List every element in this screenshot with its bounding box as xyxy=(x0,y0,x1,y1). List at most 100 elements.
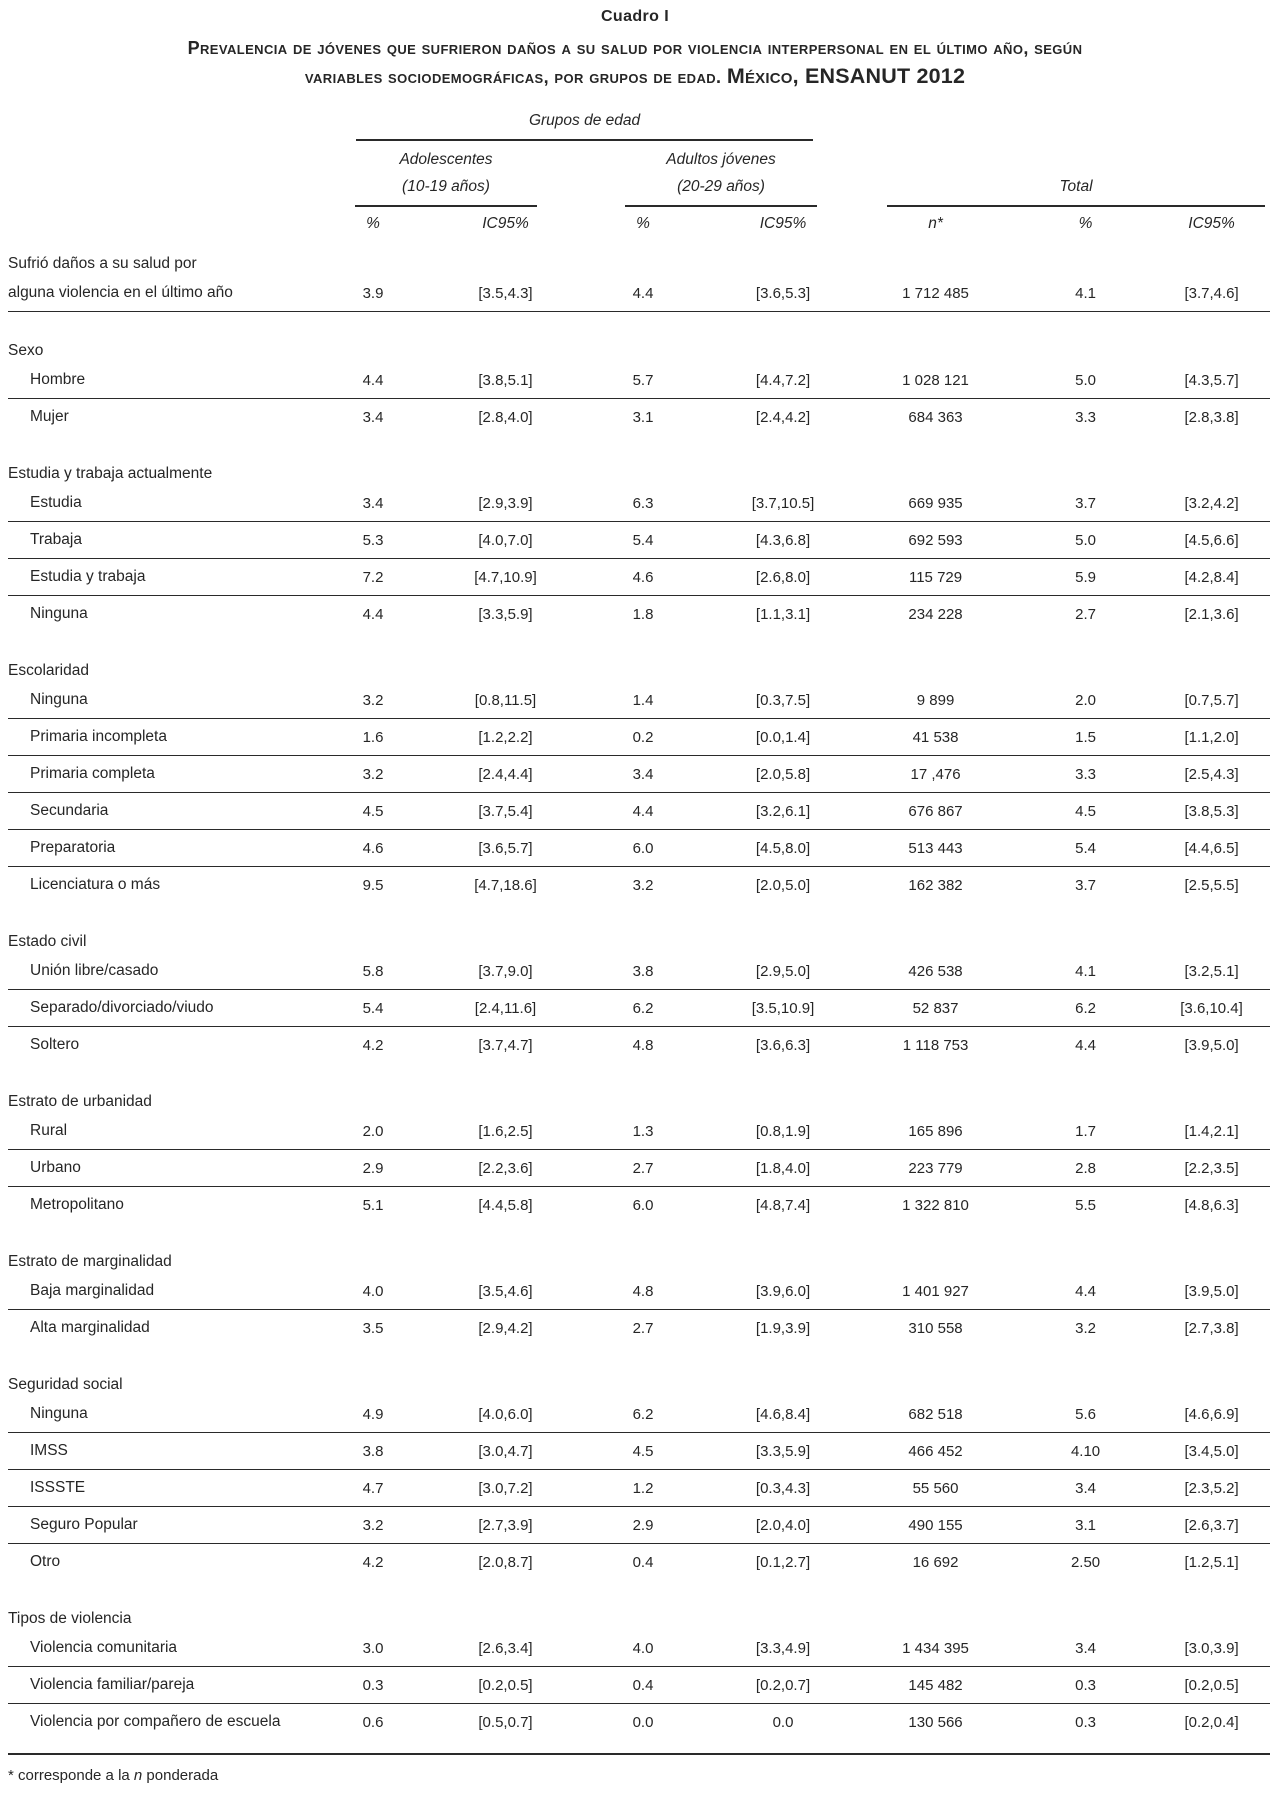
cell-value: 3.5 xyxy=(362,1319,384,1337)
cell-value: 3.3 xyxy=(1075,408,1096,426)
cell-value: 3.9 xyxy=(308,275,438,312)
cell-value: 2.9 xyxy=(573,1506,713,1544)
table-row: Ninguna 4.9 [4.0,6.0] 6.2 [4.6,8.4] 682 518 5.… xyxy=(8,1396,1270,1433)
row-label: Violencia familiar/pareja xyxy=(8,1666,308,1704)
cell-value: 4.5 xyxy=(308,792,438,830)
cell-value: 17 ,476 xyxy=(853,755,1019,793)
cell-value: 2.0 xyxy=(308,1113,438,1150)
cell-value: 5.0 xyxy=(1018,362,1154,399)
cell-value: [3.2,5.1] xyxy=(1153,953,1270,990)
cell-value: 1 434 395 xyxy=(853,1630,1019,1667)
table-row: Unión libre/casado 5.8 [3.7,9.0] 3.8 [2.9,5.… xyxy=(8,953,1270,990)
cell-value: 0.6 xyxy=(362,1713,384,1731)
group-cell-grupos-de-edad: Grupos de edad xyxy=(308,105,853,141)
cell-value: [1.8,4.0] xyxy=(713,1149,854,1187)
section-label: Estudia y trabaja actualmente xyxy=(8,465,213,482)
row-label: Separado/divorciado/viudo xyxy=(8,989,308,1027)
cell-value: [4.4,7.2] xyxy=(713,362,854,399)
cell-value: 3.0 xyxy=(308,1630,438,1667)
group-header-adultos-jovenes: Adultos jóvenes (20-29 años) xyxy=(625,146,818,207)
cell-value: 4.6 xyxy=(308,829,438,867)
cell-value: 0.0 xyxy=(632,1713,654,1731)
cell-value: [2.0,5.0] xyxy=(755,876,811,894)
table-row: Violencia familiar/pareja 0.3 [0.2,0.5] 0.4… xyxy=(8,1666,1270,1704)
cell-value: [3.5,10.9] xyxy=(713,989,854,1027)
section-header-row: Estado civil xyxy=(8,903,1270,953)
cell-value: [0.8,1.9] xyxy=(713,1113,854,1150)
col-header-ic95-total: IC95% xyxy=(1188,215,1235,232)
group-cell-adolescentes: Adolescentes (10-19 años) xyxy=(308,141,573,207)
cell-value: [4.8,6.3] xyxy=(1184,1196,1239,1214)
prevalence-table: Grupos de edad Adolescentes (10-19 años)… xyxy=(8,105,1270,1755)
cell-value: 4.8 xyxy=(632,1036,654,1054)
cell-value: 1 118 753 xyxy=(902,1036,969,1054)
cell-value: [0.2,0.5] xyxy=(1153,1666,1270,1704)
adultos-label: Adultos jóvenes xyxy=(666,151,776,168)
table-body: Sufrió daños a su salud por alguna violen… xyxy=(8,241,1270,1740)
cell-value: [3.0,7.2] xyxy=(438,1469,573,1507)
footnote-prefix: * corresponde a la xyxy=(8,1767,134,1784)
cell-value: 1.2 xyxy=(573,1469,713,1507)
cell-value: 0.3 xyxy=(1075,1713,1096,1731)
cell-value: [2.8,4.0] xyxy=(478,408,533,426)
cell-value: [2.0,8.7] xyxy=(478,1553,533,1571)
cell-value: [3.8,5.3] xyxy=(1153,792,1270,830)
cell-value: 692 593 xyxy=(853,521,1019,559)
section-header-row: Estudia y trabaja actualmente xyxy=(8,435,1270,485)
row-label: IMSS xyxy=(8,1432,308,1470)
cell-value: 1 028 121 xyxy=(853,362,1019,399)
cell-value: 234 228 xyxy=(908,605,963,623)
cell-value: [4.6,6.9] xyxy=(1153,1396,1270,1433)
subtitle-line-1: Prevalencia de jóvenes que sufrieron dañ… xyxy=(187,38,1083,58)
cell-value: 3.7 xyxy=(1075,876,1096,894)
cell-value: [2.0,4.0] xyxy=(713,1506,854,1544)
cell-value: [2.2,3.5] xyxy=(1153,1149,1270,1187)
cell-value: [3.3,5.9] xyxy=(713,1432,854,1470)
cell-value: 4.0 xyxy=(308,1273,438,1310)
cell-value: 4.8 xyxy=(573,1273,713,1310)
cell-value: [2.8,3.8] xyxy=(1184,408,1239,426)
cell-value: 3.1 xyxy=(1018,1506,1154,1544)
cell-value: [2.5,4.3] xyxy=(1153,755,1270,793)
cell-value: 3.2 xyxy=(308,1506,438,1544)
row-label: Alta marginalidad xyxy=(30,1319,150,1336)
header-row-columns: % IC95% % IC95% n* % IC95% xyxy=(8,207,1270,241)
cell-value: 676 867 xyxy=(853,792,1019,830)
cell-value: 5.5 xyxy=(1075,1196,1096,1214)
cell-value: 9.5 xyxy=(362,876,384,894)
row-label: alguna violencia en el último año xyxy=(8,275,308,312)
cell-value: 3.4 xyxy=(1018,1630,1154,1667)
row-label: Ninguna xyxy=(8,1396,308,1433)
cell-value: [0.2,0.5] xyxy=(438,1666,573,1704)
cell-value: 3.4 xyxy=(308,485,438,522)
cell-value: [3.8,5.1] xyxy=(438,362,573,399)
header-empty-cell xyxy=(8,207,308,241)
row-label: Unión libre/casado xyxy=(8,953,308,990)
table-foot xyxy=(8,1740,1270,1755)
cell-value: 2.50 xyxy=(1070,1553,1101,1571)
cell-value: 5.0 xyxy=(1018,521,1154,559)
row-label: Mujer xyxy=(30,408,69,425)
table-row: Metropolitano 5.1 [4.4,5.8] 6.0 [4.8,7.4] 1 3… xyxy=(8,1187,1270,1224)
cell-value: 5.1 xyxy=(362,1196,384,1214)
cell-value: [1.4,2.1] xyxy=(1153,1113,1270,1150)
col-header-pct-total: % xyxy=(1078,215,1093,232)
cell-value: 3.3 xyxy=(1018,755,1154,793)
cell-value: [2.9,5.0] xyxy=(713,953,854,990)
cell-value: 6.2 xyxy=(573,989,713,1027)
cell-value: [4.7,18.6] xyxy=(474,876,537,894)
group-cell-total: Total xyxy=(853,141,1270,207)
section-label: Seguridad social xyxy=(8,1376,123,1393)
cell-value: [4.4,6.5] xyxy=(1153,829,1270,867)
cell-value: 3.4 xyxy=(1018,1469,1154,1507)
adolescentes-age-range: (10-19 años) xyxy=(402,178,490,195)
cell-value: [3.6,10.4] xyxy=(1153,989,1270,1027)
row-label: ISSSTE xyxy=(8,1469,308,1507)
table-row: Secundaria 4.5 [3.7,5.4] 4.4 [3.2,6.1] 676 86… xyxy=(8,792,1270,830)
cell-value: 1.3 xyxy=(573,1113,713,1150)
cell-value: [4.5,6.6] xyxy=(1153,521,1270,559)
cell-value: 2.7 xyxy=(632,1319,654,1337)
cell-value: 4.7 xyxy=(308,1469,438,1507)
section-label: Estrato de marginalidad xyxy=(8,1253,172,1270)
section-header-row: Sexo xyxy=(8,312,1270,363)
